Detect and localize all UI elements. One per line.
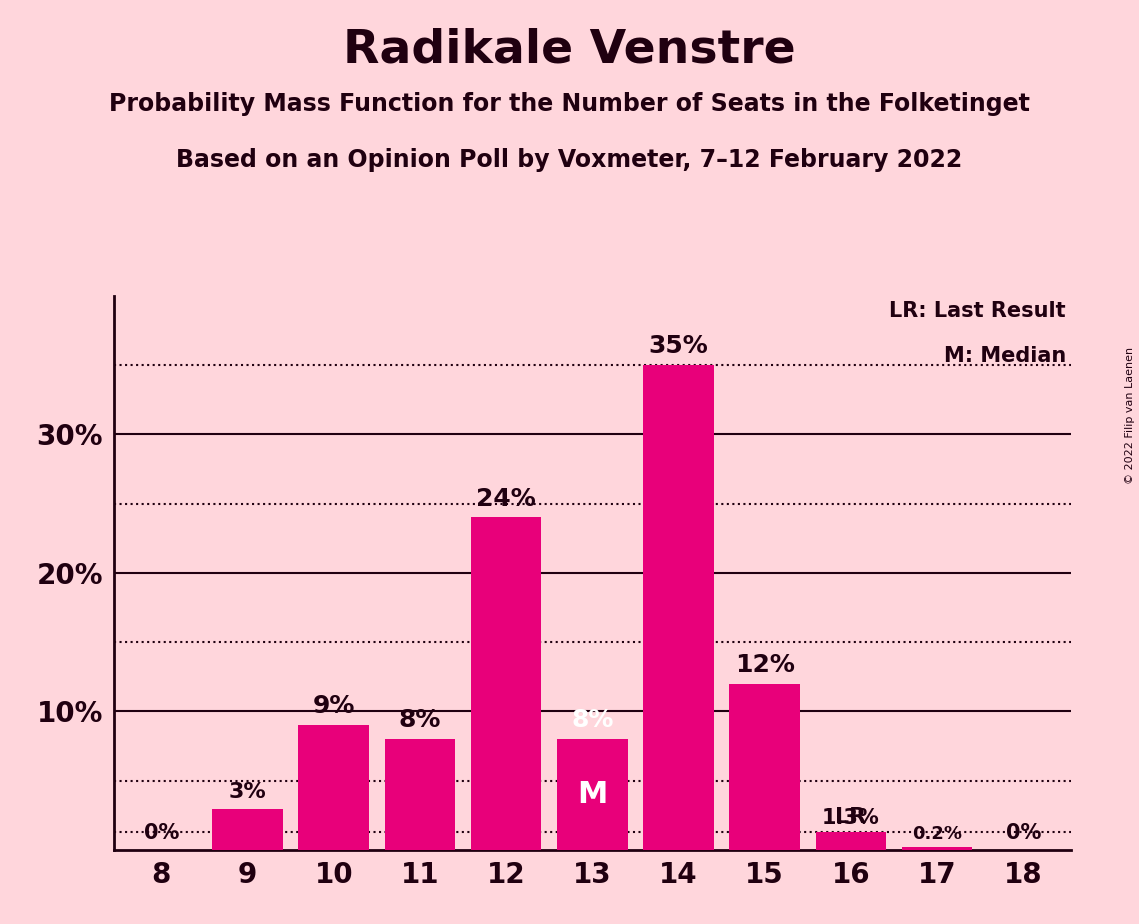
Bar bbox=[212, 808, 282, 850]
Text: 12%: 12% bbox=[735, 653, 795, 676]
Text: Probability Mass Function for the Number of Seats in the Folketinget: Probability Mass Function for the Number… bbox=[109, 92, 1030, 116]
Bar bbox=[470, 517, 541, 850]
Text: 35%: 35% bbox=[648, 334, 708, 359]
Bar bbox=[816, 832, 886, 850]
Text: Based on an Opinion Poll by Voxmeter, 7–12 February 2022: Based on an Opinion Poll by Voxmeter, 7–… bbox=[177, 148, 962, 172]
Text: 0%: 0% bbox=[1006, 823, 1041, 843]
Text: M: M bbox=[577, 780, 607, 809]
Bar bbox=[557, 739, 628, 850]
Bar bbox=[298, 725, 369, 850]
Bar bbox=[385, 739, 456, 850]
Text: LR: Last Result: LR: Last Result bbox=[890, 301, 1066, 322]
Text: © 2022 Filip van Laenen: © 2022 Filip van Laenen bbox=[1125, 347, 1134, 484]
Bar bbox=[729, 684, 800, 850]
Text: M: Median: M: Median bbox=[943, 346, 1066, 366]
Text: 0.2%: 0.2% bbox=[912, 825, 962, 843]
Text: 0%: 0% bbox=[144, 823, 179, 843]
Text: LR: LR bbox=[835, 807, 867, 826]
Text: 24%: 24% bbox=[476, 487, 536, 510]
Text: 3%: 3% bbox=[229, 782, 267, 801]
Bar bbox=[644, 365, 714, 850]
Bar bbox=[902, 847, 973, 850]
Text: 9%: 9% bbox=[312, 695, 355, 719]
Text: Radikale Venstre: Radikale Venstre bbox=[343, 28, 796, 73]
Text: 8%: 8% bbox=[399, 709, 441, 732]
Text: 8%: 8% bbox=[571, 709, 614, 732]
Text: 1.3%: 1.3% bbox=[822, 808, 879, 828]
